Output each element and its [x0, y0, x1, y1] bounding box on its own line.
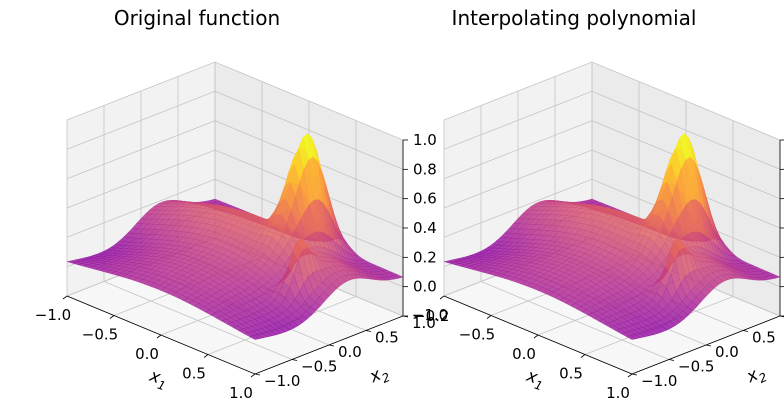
- x-tick-mark: [62, 295, 68, 300]
- y-tick-mark: [742, 330, 749, 332]
- y-axis-label: x2: [366, 362, 392, 391]
- y-tick-label: 0.5: [752, 329, 776, 347]
- z-tick-label: 1.0: [413, 131, 437, 149]
- x-axis-label: x1: [522, 366, 547, 394]
- x-tick-label: 0.5: [182, 365, 206, 383]
- x-tick-label: −0.5: [459, 326, 495, 344]
- z-tick-label: 0.0: [413, 278, 437, 296]
- x-tick-mark: [203, 354, 209, 358]
- x-axis-label-sub: 1: [533, 378, 545, 394]
- x-tick-label: 0.0: [512, 345, 536, 363]
- y-tick-mark: [705, 344, 712, 347]
- z-tick-label: 0.6: [413, 190, 437, 208]
- surface-chart-original: −1.0−0.50.00.51.0−1.0−0.50.00.51.0−0.20.…: [35, 6, 450, 402]
- y-tick-label: −1.0: [264, 372, 300, 390]
- y-tick-mark: [291, 359, 298, 361]
- gridline-z: [443, 120, 781, 200]
- z-tick-label: 0.2: [413, 248, 437, 266]
- surface: [443, 132, 781, 340]
- y-tick-mark: [631, 373, 638, 376]
- z-tick-label: 0.8: [413, 160, 437, 178]
- y-tick-label: 0.0: [715, 343, 739, 361]
- gridline-z: [66, 90, 404, 170]
- x-axis-label: x1: [145, 366, 170, 394]
- x-tick-label: 1.0: [229, 384, 253, 402]
- x-tick-mark: [250, 373, 256, 378]
- x-tick-mark: [627, 373, 633, 378]
- surface-patch: [249, 335, 260, 340]
- gridline-z: [66, 149, 404, 229]
- surface-chart-interpolating: −1.0−0.50.00.51.0−1.0−0.50.00.51.0−0.20.…: [412, 6, 784, 402]
- surface-patch: [626, 335, 637, 340]
- axes: −1.0−0.50.00.51.0−1.0−0.50.00.51.0−0.20.…: [412, 139, 784, 402]
- x-tick-label: −1.0: [412, 306, 448, 324]
- gridline-z: [443, 61, 781, 141]
- chart-title: Interpolating polynomial: [452, 6, 697, 30]
- z-tick-label: 0.4: [413, 219, 437, 237]
- y-tick-label: 1.0: [412, 314, 436, 332]
- y-tick-label: 0.5: [375, 329, 399, 347]
- gridline-z: [443, 90, 781, 170]
- x-axis-label-sub: 1: [156, 378, 168, 394]
- y-tick-mark: [365, 330, 372, 332]
- gridline-z: [443, 149, 781, 229]
- x-tick-mark: [109, 315, 115, 319]
- y-tick-label: −1.0: [641, 372, 677, 390]
- x-tick-mark: [439, 295, 445, 300]
- y-tick-label: −0.5: [301, 358, 337, 376]
- y-axis-label-sub: 2: [380, 370, 393, 386]
- gridline-z: [66, 120, 404, 200]
- x-tick-label: −1.0: [35, 306, 71, 324]
- y-tick-label: −0.5: [678, 358, 714, 376]
- x-tick-label: 1.0: [606, 384, 630, 402]
- z-tick-label: −0.2: [413, 307, 449, 325]
- x-tick-mark: [156, 334, 162, 339]
- x-tick-label: 0.5: [559, 365, 583, 383]
- gridline-z: [66, 61, 404, 141]
- y-axis-label: x2: [743, 362, 769, 391]
- y-tick-mark: [668, 359, 675, 361]
- y-tick-label: 0.0: [338, 343, 362, 361]
- x-tick-mark: [580, 354, 586, 358]
- y-axis-label-sub: 2: [757, 370, 770, 386]
- surface: [66, 132, 404, 340]
- x-tick-label: 0.0: [135, 345, 159, 363]
- y-tick-mark: [254, 373, 261, 376]
- chart-title: Original function: [114, 6, 280, 30]
- y-tick-mark: [328, 344, 335, 347]
- x-tick-label: −0.5: [82, 326, 118, 344]
- x-tick-mark: [533, 334, 539, 339]
- x-tick-mark: [486, 315, 492, 319]
